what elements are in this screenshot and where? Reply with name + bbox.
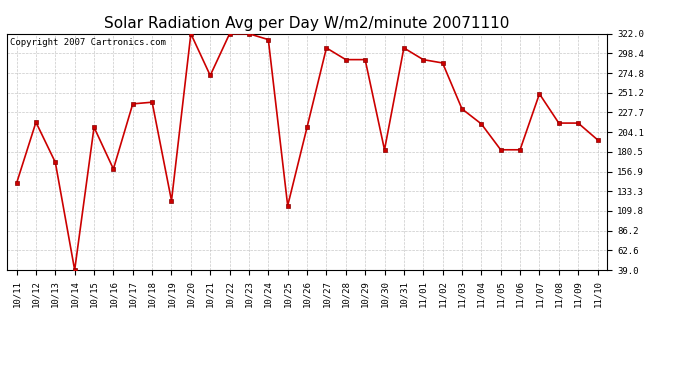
Title: Solar Radiation Avg per Day W/m2/minute 20071110: Solar Radiation Avg per Day W/m2/minute … (104, 16, 510, 31)
Text: Copyright 2007 Cartronics.com: Copyright 2007 Cartronics.com (10, 39, 166, 48)
